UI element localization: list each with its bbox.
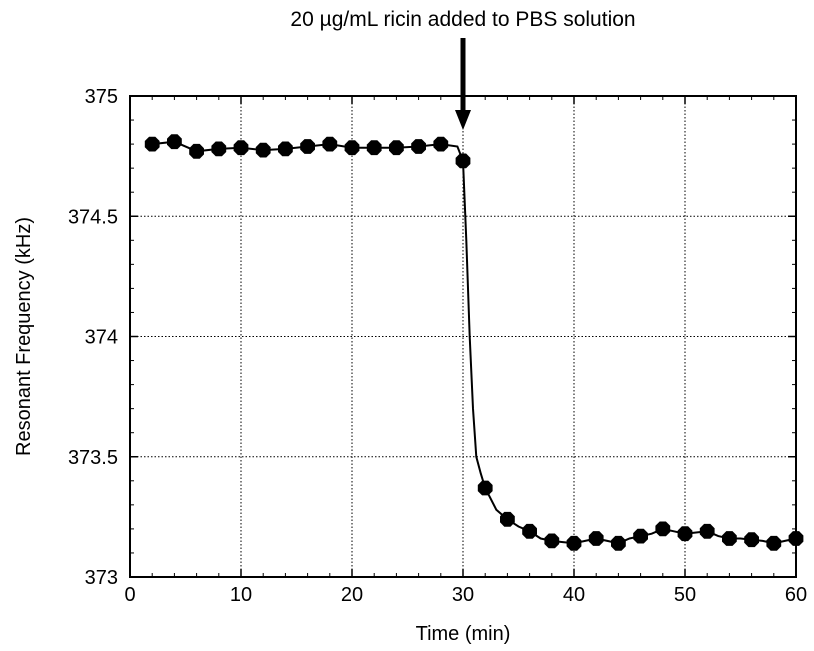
data-point xyxy=(655,521,671,537)
y-axis-title: Resonant Frequency (kHz) xyxy=(13,217,35,456)
data-point xyxy=(477,480,493,496)
x-tick-label: 0 xyxy=(124,584,135,606)
data-point xyxy=(433,136,449,152)
data-point xyxy=(611,535,626,551)
x-tick-label: 10 xyxy=(230,584,252,606)
data-point xyxy=(588,531,604,546)
y-tick-label: 374.5 xyxy=(68,206,118,228)
data-point xyxy=(699,523,715,539)
data-point xyxy=(233,140,249,156)
data-point xyxy=(411,139,426,154)
series-line xyxy=(152,140,797,545)
data-point xyxy=(255,142,271,158)
y-tick-label: 374 xyxy=(85,327,118,349)
x-tick-label: 60 xyxy=(785,584,807,606)
data-point xyxy=(744,532,759,548)
data-point xyxy=(211,141,227,157)
data-point xyxy=(389,140,404,156)
data-point xyxy=(633,528,648,544)
data-points xyxy=(144,134,804,551)
grid-lines xyxy=(130,96,796,577)
data-point xyxy=(366,140,382,156)
annotation-label: 20 µg/mL ricin added to PBS solution xyxy=(290,8,635,31)
x-axis-title: Time (min) xyxy=(416,623,511,645)
x-tick-label: 20 xyxy=(341,584,363,606)
series-line-group xyxy=(152,140,797,545)
data-point xyxy=(544,533,560,549)
data-point xyxy=(278,141,293,157)
x-tick-label: 30 xyxy=(452,584,474,606)
data-point xyxy=(522,523,537,539)
y-tick-label: 375 xyxy=(85,86,118,108)
data-point xyxy=(144,136,160,152)
data-point xyxy=(344,140,360,156)
data-point xyxy=(500,511,515,527)
data-point xyxy=(300,139,315,154)
data-point xyxy=(722,531,737,546)
x-tick-label: 50 xyxy=(674,584,696,606)
annotation-arrow-head xyxy=(455,110,471,130)
data-point xyxy=(677,526,693,542)
data-point xyxy=(566,535,582,551)
data-point xyxy=(167,134,182,150)
axis-tick-labels: 0 10 20 30 40 50 60 373 373.5 374 374.5 375 xyxy=(68,86,807,606)
data-point xyxy=(455,153,471,169)
data-point xyxy=(766,535,782,551)
data-point xyxy=(189,143,204,159)
y-tick-label: 373 xyxy=(85,567,118,589)
data-point xyxy=(322,136,338,152)
y-tick-label: 373.5 xyxy=(68,447,118,469)
x-tick-label: 40 xyxy=(563,584,585,606)
